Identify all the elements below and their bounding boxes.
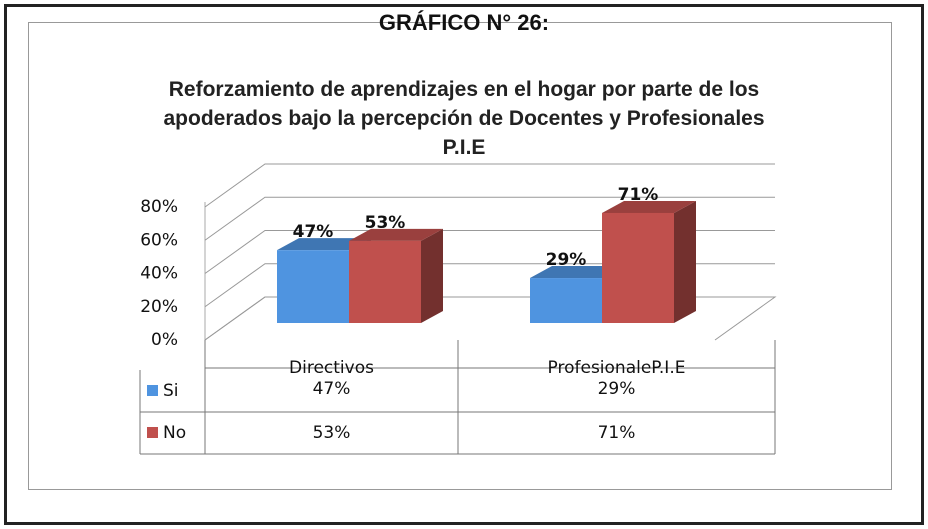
y-tick-label: 60% <box>140 230 178 250</box>
data-label: 53% <box>365 213 406 233</box>
grid-line <box>204 196 775 241</box>
chart-title: GRÁFICO N° 26: <box>378 10 550 35</box>
legend-label: No <box>163 423 186 443</box>
bar <box>602 212 674 323</box>
grid-line <box>204 163 775 208</box>
x-tick-label: ProfesionaleP.I.E <box>548 358 686 378</box>
floor <box>204 296 777 341</box>
chart-subtitle: Reforzamiento de aprendizajes en el hoga… <box>163 78 765 159</box>
data-label: 29% <box>546 250 587 270</box>
y-tick-label: 0% <box>151 330 178 350</box>
chart-area <box>28 22 892 490</box>
table-value: 47% <box>313 379 351 399</box>
table-value: 29% <box>598 379 636 399</box>
y-tick-label: 20% <box>140 297 178 317</box>
bar-top <box>602 200 696 213</box>
legend-swatch <box>147 385 158 396</box>
y-tick-label: 80% <box>140 197 178 217</box>
bar-side <box>674 200 696 323</box>
bar <box>530 278 602 323</box>
data-label: 71% <box>618 185 659 205</box>
bar-top <box>530 266 624 279</box>
legend-label: Si <box>163 381 179 401</box>
bar-side <box>421 228 443 323</box>
bar <box>277 250 349 323</box>
bar-top <box>277 238 371 251</box>
bar <box>349 240 421 323</box>
outer-frame <box>4 4 924 525</box>
table-value: 71% <box>598 423 636 443</box>
y-tick-label: 40% <box>140 264 178 284</box>
x-tick-label: Directivos <box>289 358 374 378</box>
bar-top <box>349 228 443 241</box>
data-label: 47% <box>293 222 334 242</box>
legend-swatch <box>147 427 158 438</box>
table-value: 53% <box>313 423 351 443</box>
